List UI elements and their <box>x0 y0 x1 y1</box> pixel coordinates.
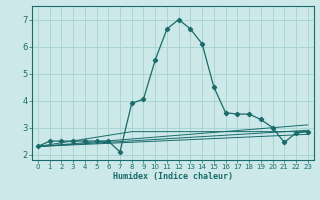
X-axis label: Humidex (Indice chaleur): Humidex (Indice chaleur) <box>113 172 233 181</box>
